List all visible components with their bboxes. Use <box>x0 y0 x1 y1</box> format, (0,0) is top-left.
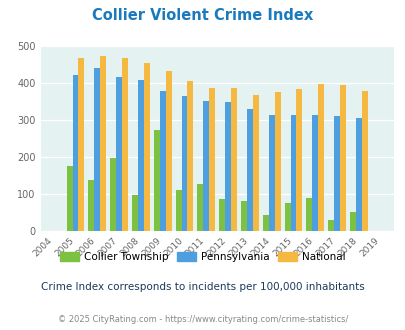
Bar <box>72 75 78 231</box>
Bar <box>306 198 311 231</box>
Bar <box>66 166 72 231</box>
Bar <box>94 68 100 231</box>
Bar <box>355 118 361 231</box>
Bar <box>116 77 122 231</box>
Bar <box>262 215 268 231</box>
Bar <box>219 199 225 231</box>
Bar <box>122 58 128 231</box>
Bar <box>78 58 84 231</box>
Bar <box>246 110 252 231</box>
Bar <box>197 184 203 231</box>
Bar <box>252 95 258 231</box>
Bar <box>100 56 106 231</box>
Bar <box>349 212 355 231</box>
Bar <box>241 201 246 231</box>
Bar <box>333 116 339 231</box>
Bar <box>165 71 171 231</box>
Text: Collier Violent Crime Index: Collier Violent Crime Index <box>92 8 313 23</box>
Bar <box>361 90 367 231</box>
Bar <box>209 88 215 231</box>
Bar <box>274 92 280 231</box>
Bar <box>187 81 193 231</box>
Bar <box>88 180 94 231</box>
Bar <box>290 115 296 231</box>
Text: Crime Index corresponds to incidents per 100,000 inhabitants: Crime Index corresponds to incidents per… <box>41 282 364 292</box>
Bar <box>110 158 116 231</box>
Bar <box>153 130 159 231</box>
Bar <box>339 85 345 231</box>
Bar <box>284 203 290 231</box>
Bar <box>159 90 165 231</box>
Bar <box>175 190 181 231</box>
Bar <box>181 96 187 231</box>
Bar <box>138 80 143 231</box>
Bar <box>311 115 318 231</box>
Bar <box>230 88 237 231</box>
Bar <box>225 102 230 231</box>
Text: © 2025 CityRating.com - https://www.cityrating.com/crime-statistics/: © 2025 CityRating.com - https://www.city… <box>58 315 347 324</box>
Bar <box>268 115 274 231</box>
Bar <box>296 89 302 231</box>
Bar <box>143 63 149 231</box>
Bar <box>132 195 138 231</box>
Bar <box>328 220 333 231</box>
Legend: Collier Township, Pennsylvania, National: Collier Township, Pennsylvania, National <box>56 248 349 266</box>
Bar <box>203 101 209 231</box>
Bar <box>318 84 323 231</box>
